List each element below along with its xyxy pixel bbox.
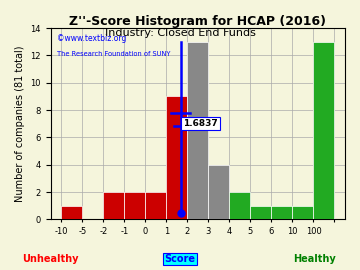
Bar	[61, 206, 82, 220]
Bar	[251, 206, 271, 220]
Text: Industry: Closed End Funds: Industry: Closed End Funds	[104, 28, 256, 38]
Text: The Research Foundation of SUNY: The Research Foundation of SUNY	[57, 51, 170, 57]
Text: ©www.textbiz.org: ©www.textbiz.org	[57, 34, 126, 43]
Text: 1.6837: 1.6837	[183, 119, 218, 128]
Bar	[145, 192, 166, 220]
Bar	[314, 42, 334, 220]
Bar	[208, 165, 229, 220]
Bar	[103, 192, 124, 220]
Bar	[124, 192, 145, 220]
Text: Unhealthy: Unhealthy	[22, 254, 78, 264]
Bar	[166, 96, 188, 220]
Text: Score: Score	[165, 254, 195, 264]
Title: Z''-Score Histogram for HCAP (2016): Z''-Score Histogram for HCAP (2016)	[69, 15, 327, 28]
Text: Healthy: Healthy	[294, 254, 336, 264]
Bar	[271, 206, 292, 220]
Bar	[188, 42, 208, 220]
Bar	[292, 206, 314, 220]
Y-axis label: Number of companies (81 total): Number of companies (81 total)	[15, 45, 25, 202]
Bar	[229, 192, 251, 220]
